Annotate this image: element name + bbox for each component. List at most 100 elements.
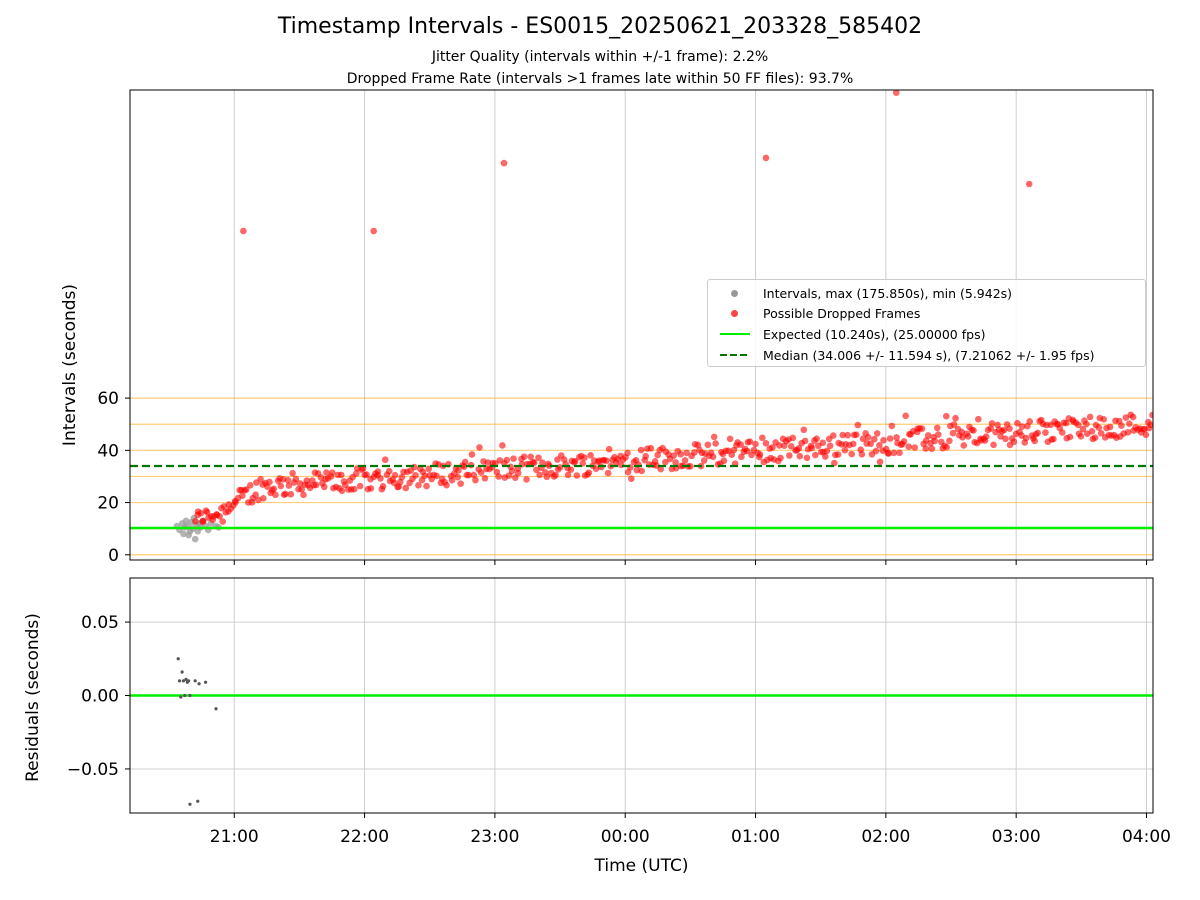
dropped-frame-point <box>567 466 575 473</box>
dropped-frame-point <box>571 457 579 465</box>
dropped-frame-point <box>536 471 543 479</box>
dropped-frame-point <box>871 435 878 443</box>
dropped-frame-point <box>257 475 264 483</box>
dropped-frame-point <box>752 440 759 448</box>
dropped-frame-point <box>545 462 553 470</box>
dropped-frame-point <box>737 441 744 448</box>
dropped-frame-point <box>931 437 939 445</box>
top-y-axis-label: Intervals (seconds) <box>60 284 80 446</box>
dropped-frame-point <box>338 487 346 495</box>
dropped-frame-point <box>864 434 872 441</box>
residual-point <box>188 802 192 806</box>
dropped-frame-point <box>535 454 542 462</box>
dropped-frame-point <box>848 450 856 458</box>
dropped-frame-point <box>886 435 894 442</box>
residual-point <box>184 677 188 681</box>
dropped-frame-point <box>628 475 635 483</box>
dropped-frame-point <box>1091 434 1099 442</box>
dropped-frame-point <box>872 447 880 455</box>
dropped-frame-point <box>844 431 851 439</box>
dropped-frame-outlier-point <box>1025 180 1033 188</box>
dropped-frame-point <box>1147 421 1153 429</box>
dropped-frame-point <box>461 458 469 466</box>
dropped-frame-point <box>712 440 719 447</box>
dropped-frame-point <box>657 465 665 473</box>
dropped-frame-point <box>270 485 278 493</box>
dropped-frame-point <box>476 444 483 451</box>
dropped-frame-point <box>808 444 816 452</box>
dropped-frame-point <box>918 425 926 432</box>
dropped-frame-point <box>738 453 745 461</box>
residual-point <box>203 680 208 684</box>
dropped-frame-point <box>831 459 838 467</box>
dropped-frame-point <box>527 453 534 461</box>
dropped-frame-point <box>391 471 399 479</box>
legend-entry-dropped: Possible Dropped Frames <box>716 303 920 323</box>
dropped-frame-point <box>975 415 982 423</box>
dropped-frame-point <box>822 453 829 460</box>
dropped-frame-point <box>219 518 227 525</box>
dropped-frame-point <box>277 482 285 490</box>
residual-point <box>177 679 182 683</box>
dropped-frame-point <box>468 451 476 458</box>
residual-point <box>176 657 180 661</box>
dropped-frame-point <box>1088 427 1096 435</box>
dropped-frame-point <box>520 453 528 460</box>
dropped-frame-point <box>943 443 951 451</box>
legend: Intervals, max (175.850s), min (5.942s) … <box>707 279 1146 367</box>
dropped-frame-point <box>997 433 1004 440</box>
dropped-frame-point <box>356 482 364 490</box>
dropped-frame-point <box>587 451 594 459</box>
dropped-frame-point <box>503 456 511 464</box>
dropped-frame-point <box>455 467 462 474</box>
dropped-frame-point <box>415 481 422 489</box>
residual-point <box>193 679 197 683</box>
dropped-frame-point <box>1079 425 1087 433</box>
dropped-frame-point <box>605 445 613 453</box>
dropped-frame-point <box>1066 433 1074 441</box>
residual-point <box>188 693 192 698</box>
dropped-frame-point <box>1083 420 1090 428</box>
residual-y-tick-label: 0.05 <box>81 613 119 633</box>
dropped-frame-point <box>928 445 936 453</box>
dropped-frame-point <box>1106 423 1114 431</box>
dropped-frame-point <box>677 451 685 458</box>
dropped-frame-point <box>514 469 522 477</box>
dropped-frame-point <box>873 430 881 437</box>
dropped-frame-point <box>638 467 646 475</box>
dropped-frame-point <box>289 469 296 477</box>
dropped-frame-point <box>988 420 996 427</box>
interval-point <box>180 530 187 538</box>
residual-point <box>214 707 218 711</box>
dropped-frame-point <box>484 459 492 466</box>
dropped-frame-point <box>743 447 751 455</box>
dropped-frame-point <box>285 482 293 489</box>
dropped-frame-point <box>964 433 972 440</box>
dropped-frame-point <box>287 490 295 498</box>
dropped-frame-point <box>759 434 766 442</box>
dropped-frame-point <box>603 457 610 465</box>
residual-x-tick-label: 23:00 <box>470 827 519 847</box>
dropped-frame-point <box>282 490 289 498</box>
dropped-frame-point <box>564 471 572 479</box>
dropped-frame-point <box>1129 413 1137 421</box>
dropped-frame-point <box>1002 435 1009 443</box>
legend-label-dropped: Possible Dropped Frames <box>763 305 921 321</box>
dropped-frame-point <box>876 442 883 449</box>
dropped-frame-point <box>1075 421 1082 429</box>
legend-gray-dot-icon <box>731 290 738 297</box>
dropped-frame-point <box>709 453 717 461</box>
dropped-frame-point <box>880 437 887 444</box>
jitter-quality-subtitle: Jitter Quality (intervals within +/-1 fr… <box>431 49 769 65</box>
dropped-frame-point <box>683 449 690 457</box>
dropped-frame-point <box>960 442 968 449</box>
dropped-frame-point <box>530 459 538 467</box>
dropped-frame-point <box>543 473 551 481</box>
dropped-frame-point <box>762 440 770 447</box>
interval-point <box>182 517 190 525</box>
dropped-frame-point <box>604 469 612 477</box>
dropped-frame-point <box>950 421 958 428</box>
dropped-frame-point <box>421 472 428 480</box>
dropped-frame-point <box>508 467 516 475</box>
